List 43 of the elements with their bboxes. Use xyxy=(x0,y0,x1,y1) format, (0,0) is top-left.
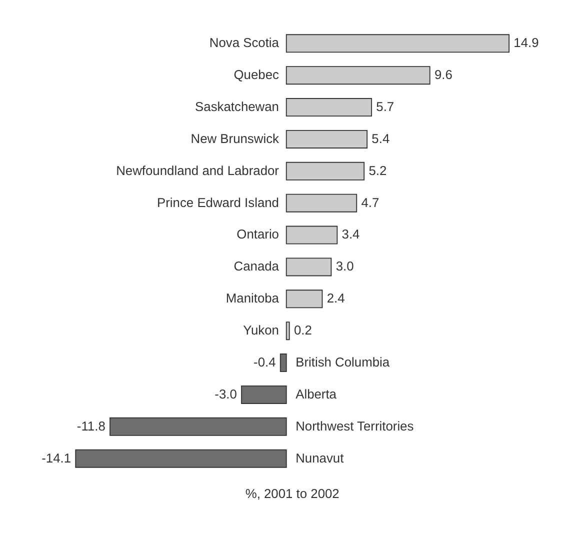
data-label: 5.4 xyxy=(372,130,390,146)
data-label: 3.0 xyxy=(336,258,354,274)
data-label: -14.1 xyxy=(42,450,72,466)
y-tick-label: Alberta xyxy=(296,386,338,402)
bar xyxy=(286,290,323,308)
y-tick-label: Nova Scotia xyxy=(209,35,280,50)
bar xyxy=(286,322,290,340)
bar xyxy=(286,194,358,212)
data-label: 4.7 xyxy=(361,194,380,210)
data-label: 5.2 xyxy=(368,162,387,178)
bar xyxy=(286,226,338,244)
bar xyxy=(110,417,287,436)
y-tick-label: Newfoundland and Labrador xyxy=(116,162,280,178)
y-tick-label: Canada xyxy=(234,258,280,274)
data-label: 2.4 xyxy=(326,290,345,306)
bar xyxy=(241,385,287,404)
data-label: 0.2 xyxy=(294,322,312,338)
data-label: 14.9 xyxy=(514,35,539,50)
bar xyxy=(286,130,368,148)
bar xyxy=(286,34,510,53)
data-label: 5.7 xyxy=(376,98,394,114)
y-tick-label: Saskatchewan xyxy=(195,98,279,114)
y-tick-label: Northwest Territories xyxy=(296,418,414,434)
y-tick-label: Yukon xyxy=(243,322,279,338)
x-axis-title: %, 2001 to 2002 xyxy=(245,486,340,502)
bar xyxy=(286,98,372,117)
y-tick-label: Ontario xyxy=(236,226,279,242)
bar xyxy=(286,66,430,85)
y-tick-label: Nunavut xyxy=(296,450,344,466)
bar xyxy=(286,258,332,276)
data-label: -11.8 xyxy=(76,418,106,434)
bar xyxy=(75,449,287,468)
data-label: -3.0 xyxy=(214,386,237,402)
bar xyxy=(286,162,365,180)
y-tick-label: Prince Edward Island xyxy=(157,194,279,210)
y-tick-label: British Columbia xyxy=(296,354,390,370)
y-tick-label: Quebec xyxy=(234,67,280,82)
bar xyxy=(280,354,287,372)
data-label: -0.4 xyxy=(254,354,276,370)
y-tick-label: New Brunswick xyxy=(190,130,280,146)
data-label: 9.6 xyxy=(434,67,452,82)
data-label: 3.4 xyxy=(342,226,360,242)
y-tick-label: Manitoba xyxy=(226,290,280,306)
